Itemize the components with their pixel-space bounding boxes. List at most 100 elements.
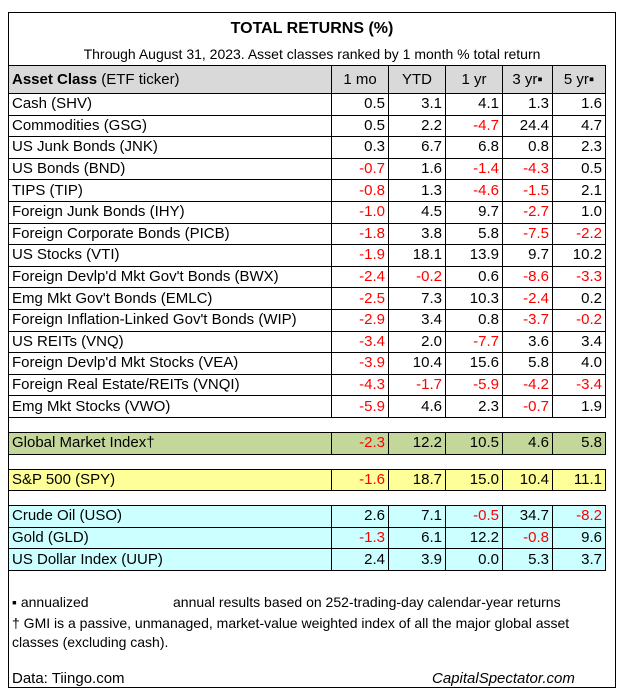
1-month-return: 0.3 — [331, 136, 389, 159]
table-row: Commodities (GSG) 0.5 2.2 -4.7 24.4 4.7 — [8, 114, 606, 138]
asset-name: US Stocks (VTI) — [8, 244, 332, 267]
5-year-return: -3.3 — [552, 265, 606, 289]
5-year-return: 1.0 — [552, 200, 606, 224]
5-year-return: -2.2 — [552, 222, 606, 246]
ytd-return: 2.2 — [388, 114, 446, 138]
ytd-return: 3.9 — [388, 548, 446, 571]
5-year-return: 2.3 — [552, 136, 606, 159]
ytd-return: 1.3 — [388, 179, 446, 202]
1-month-return: -3.9 — [331, 352, 389, 375]
table-row: Emg Mkt Stocks (VWO) -5.9 4.6 2.3 -0.7 1.9 — [8, 395, 606, 418]
ytd-return: 18.7 — [388, 468, 446, 492]
1-month-return: -2.9 — [331, 308, 389, 332]
5-year-return: -8.2 — [552, 505, 606, 528]
3-year-return: -2.4 — [502, 287, 553, 310]
3-year-return: 5.3 — [502, 548, 553, 571]
ytd-return: -1.7 — [388, 373, 446, 397]
5-year-return: 0.2 — [552, 287, 606, 310]
table-row: Cash (SHV) 0.5 3.1 4.1 1.3 1.6 — [8, 93, 606, 116]
asset-name: Global Market Index† — [8, 431, 332, 455]
asset-name: US Junk Bonds (JNK) — [8, 136, 332, 159]
3-year-return: 5.8 — [502, 352, 553, 375]
5-year-return: 1.6 — [552, 93, 606, 116]
3-year-return: -7.5 — [502, 222, 553, 246]
asset-name: TIPS (TIP) — [8, 179, 332, 202]
table-row: Foreign Junk Bonds (IHY) -1.0 4.5 9.7 -2.7 1.… — [8, 200, 606, 224]
note-gmi: † GMI is a passive, unmanaged, market-va… — [12, 615, 570, 650]
1-year-return: 9.7 — [445, 200, 503, 224]
spacer-cell — [8, 490, 606, 507]
asset-name: S&P 500 (SPY) — [8, 468, 332, 492]
5-year-return: 10.2 — [552, 244, 606, 267]
note-annualized: ▪ annualized — [12, 594, 89, 610]
asset-name: US REITs (VNQ) — [8, 330, 332, 354]
asset-name: Foreign Devlp'd Mkt Gov't Bonds (BWX) — [8, 265, 332, 289]
5-year-return: 2.1 — [552, 179, 606, 202]
5-year-return: 9.6 — [552, 526, 606, 550]
3-year-return: -1.5 — [502, 179, 553, 202]
1-year-return: -5.9 — [445, 373, 503, 397]
asset-name: Foreign Real Estate/REITs (VNQI) — [8, 373, 332, 397]
asset-name: US Dollar Index (UUP) — [8, 548, 332, 571]
table-row: Foreign Devlp'd Mkt Gov't Bonds (BWX) -2.… — [8, 265, 606, 289]
spacer-cell — [8, 416, 606, 433]
1-year-return: 0.0 — [445, 548, 503, 571]
5-year-header: 5 yr▪ — [552, 65, 606, 94]
5-year-return: -0.2 — [552, 308, 606, 332]
spy-row: S&P 500 (SPY) -1.6 18.7 15.0 10.4 11.1 — [8, 468, 606, 492]
alternative-row: Gold (GLD) -1.3 6.1 12.2 -0.8 9.6 — [8, 526, 606, 550]
ytd-return: 3.1 — [388, 93, 446, 116]
3-year-return: 0.8 — [502, 136, 553, 159]
asset-class-label: Asset Class — [12, 70, 98, 88]
1-month-return: 2.6 — [331, 505, 389, 528]
asset-name: Foreign Inflation-Linked Gov't Bonds (WI… — [8, 308, 332, 332]
asset-name: Crude Oil (USO) — [8, 505, 332, 528]
table-row: US Bonds (BND) -0.7 1.6 -1.4 -4.3 0.5 — [8, 157, 606, 181]
3-year-return: 4.6 — [502, 431, 553, 455]
1-year-return: 2.3 — [445, 395, 503, 418]
1-year-return: 6.8 — [445, 136, 503, 159]
gmi-row: Global Market Index† -2.3 12.2 10.5 4.6 5.8 — [8, 431, 606, 455]
asset-name: Foreign Corporate Bonds (PICB) — [8, 222, 332, 246]
asset-name: US Bonds (BND) — [8, 157, 332, 181]
1-month-return: -1.3 — [331, 526, 389, 550]
ytd-return: 7.1 — [388, 505, 446, 528]
1-year-header: 1 yr — [445, 65, 503, 94]
3-year-return: 3.6 — [502, 330, 553, 354]
3-year-header: 3 yr▪ — [502, 65, 553, 94]
1-year-return: 13.9 — [445, 244, 503, 267]
1-year-return: 0.8 — [445, 308, 503, 332]
3-year-return: 10.4 — [502, 468, 553, 492]
alternative-row: US Dollar Index (UUP) 2.4 3.9 0.0 5.3 3.7 — [8, 548, 606, 571]
note-annual-basis: annual results based on 252-trading-day … — [173, 594, 561, 610]
asset-name: Commodities (GSG) — [8, 114, 332, 138]
1-year-return: 15.0 — [445, 468, 503, 492]
asset-name: Emg Mkt Gov't Bonds (EMLC) — [8, 287, 332, 310]
3-year-return: 9.7 — [502, 244, 553, 267]
3-year-return: -2.7 — [502, 200, 553, 224]
header-row: Asset Class (ETF ticker) 1 mo YTD 1 yr 3 yr▪… — [8, 65, 606, 94]
1-month-return: -0.7 — [331, 157, 389, 181]
1-month-return: -2.5 — [331, 287, 389, 310]
5-year-return: 4.7 — [552, 114, 606, 138]
5-year-return: 0.5 — [552, 157, 606, 181]
ytd-header: YTD — [388, 65, 446, 94]
1-year-return: 15.6 — [445, 352, 503, 375]
spacer-row — [8, 416, 606, 433]
table-row: US Junk Bonds (JNK) 0.3 6.7 6.8 0.8 2.3 — [8, 136, 606, 159]
ytd-return: 3.4 — [388, 308, 446, 332]
asset-name: Foreign Devlp'd Mkt Stocks (VEA) — [8, 352, 332, 375]
spacer-row — [8, 453, 606, 470]
3-year-return: -8.6 — [502, 265, 553, 289]
1-month-return: -1.9 — [331, 244, 389, 267]
ytd-return: 2.0 — [388, 330, 446, 354]
3-year-return: -4.2 — [502, 373, 553, 397]
ytd-return: 18.1 — [388, 244, 446, 267]
returns-table: Asset Class (ETF ticker) 1 mo YTD 1 yr 3 yr▪… — [8, 65, 606, 571]
table-row: Foreign Inflation-Linked Gov't Bonds (WI… — [8, 308, 606, 332]
asset-name: Cash (SHV) — [8, 93, 332, 116]
3-year-return: -0.7 — [502, 395, 553, 418]
table-row: US Stocks (VTI) -1.9 18.1 13.9 9.7 10.2 — [8, 244, 606, 267]
3-year-return: -4.3 — [502, 157, 553, 181]
1-month-return: -2.3 — [331, 431, 389, 455]
